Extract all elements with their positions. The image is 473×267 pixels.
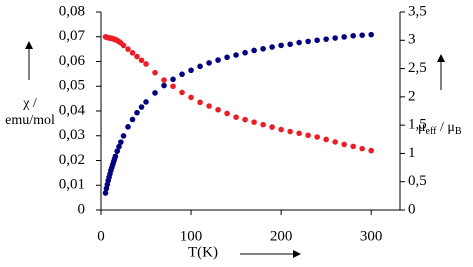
y2-label: μeff / μB [418, 120, 462, 137]
point [323, 36, 329, 42]
point [269, 44, 275, 50]
point [296, 130, 302, 137]
point [332, 139, 338, 145]
y2-tick-label: 3,5 [408, 3, 427, 19]
point [251, 47, 257, 54]
y-tick-label: 0,04 [59, 102, 86, 118]
point [359, 145, 365, 152]
point [368, 147, 374, 154]
point [143, 99, 149, 105]
point [368, 31, 374, 38]
x-label: T(K) [188, 244, 218, 260]
x-tick-label: 200 [270, 228, 293, 244]
point [120, 133, 127, 139]
point [242, 116, 248, 123]
point [224, 110, 230, 117]
y2-tick-label: 1,5 [408, 117, 427, 133]
point [287, 128, 293, 135]
point [129, 116, 136, 123]
point [152, 69, 158, 76]
point [206, 103, 212, 109]
y2-label-part: eff [426, 126, 438, 137]
point [134, 53, 140, 60]
y2-tick-label: 0 [408, 201, 416, 217]
point [260, 121, 266, 128]
point [314, 37, 320, 44]
point [233, 114, 239, 120]
y2-label-part: / μ [436, 120, 454, 135]
point [179, 71, 185, 78]
point [233, 52, 239, 58]
point [118, 139, 124, 145]
y-tick-label: 0,05 [59, 78, 85, 94]
y2-tick-label: 2 [408, 88, 416, 104]
point [215, 106, 221, 113]
point [350, 143, 356, 150]
point [305, 132, 311, 139]
y-label: emu/mol [5, 113, 55, 128]
point [138, 57, 145, 64]
point [296, 39, 302, 46]
y2-label-part: μ [418, 120, 426, 135]
point [170, 83, 176, 90]
point [179, 89, 185, 96]
point [350, 32, 356, 39]
y2-tick-label: 1 [408, 145, 416, 161]
point [152, 90, 158, 96]
point [125, 46, 131, 52]
point [188, 67, 194, 74]
point [129, 50, 136, 56]
y2-tick-label: 0,5 [408, 173, 427, 189]
point [188, 94, 194, 101]
point [206, 60, 212, 66]
y-tick-label: 0,01 [59, 177, 85, 193]
y-tick-label: 0,02 [59, 152, 85, 168]
point [125, 124, 131, 130]
point [242, 49, 248, 56]
x-tick-label: 100 [180, 228, 203, 244]
point [102, 190, 109, 196]
y-label: χ / [22, 96, 37, 111]
y2-label-part: B [455, 126, 462, 137]
point [359, 32, 365, 38]
point [134, 109, 140, 116]
point [305, 38, 311, 45]
point [197, 63, 203, 70]
point [114, 148, 121, 154]
point [161, 77, 167, 83]
y-tick-label: 0,03 [59, 127, 85, 143]
point [224, 54, 230, 61]
point [112, 153, 119, 160]
y-tick-label: 0,06 [59, 53, 86, 69]
point [251, 119, 257, 125]
point [197, 99, 203, 106]
point [341, 34, 347, 40]
point [120, 42, 127, 49]
point [161, 82, 167, 89]
y2-tick-label: 3 [408, 32, 416, 48]
point [143, 61, 149, 67]
point [269, 124, 275, 130]
point [314, 134, 320, 140]
point [215, 57, 221, 63]
x-tick-label: 0 [97, 228, 105, 244]
y-tick-label: 0 [78, 201, 86, 217]
point [278, 42, 284, 49]
point [170, 76, 176, 83]
y-tick-label: 0,07 [59, 28, 86, 44]
point [138, 104, 145, 110]
point [260, 45, 266, 52]
point [287, 41, 293, 48]
y-tick-label: 0,08 [59, 3, 85, 19]
point [278, 126, 284, 133]
point [332, 35, 338, 41]
point [323, 136, 329, 143]
point [341, 141, 347, 148]
point [116, 143, 122, 150]
x-tick-label: 300 [360, 228, 383, 244]
y2-tick-label: 2,5 [408, 60, 427, 76]
